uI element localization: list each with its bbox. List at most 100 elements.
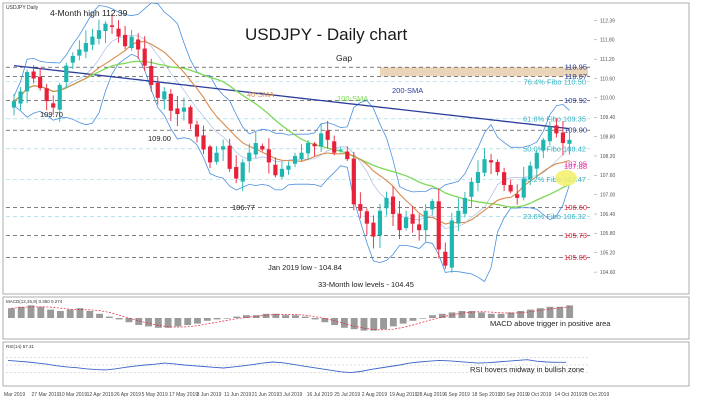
macd-bar-8 — [86, 311, 94, 318]
macd-bar-20 — [203, 318, 211, 321]
candle-body-57 — [384, 197, 389, 209]
candle-body-39 — [266, 149, 271, 163]
macd-bar-13 — [135, 318, 143, 325]
macd-bar-10 — [105, 316, 113, 318]
macd-bar-44 — [438, 313, 446, 318]
candle-body-17 — [123, 34, 128, 47]
candle-body-59 — [397, 213, 402, 231]
candle-body-2 — [24, 72, 30, 92]
candle-body-54 — [364, 211, 369, 224]
price-tick-label-9: 107.00 — [600, 192, 616, 198]
candle-body-28 — [194, 124, 200, 137]
time-tick-label-17: 18 Sep 2019 — [472, 392, 501, 398]
macd-bar-31 — [311, 318, 319, 320]
candle-body-45 — [305, 143, 311, 154]
candle-body-46 — [312, 143, 317, 147]
candle-body-76 — [508, 184, 513, 192]
macd-bar-54 — [536, 308, 544, 318]
macd-bar-40 — [399, 318, 407, 324]
candle-body-0 — [11, 101, 17, 108]
macd-bar-37 — [370, 318, 378, 331]
macd-bar-11 — [115, 318, 123, 320]
macd-bar-7 — [76, 308, 84, 318]
macd-bar-28 — [282, 315, 290, 318]
candles — [11, 13, 572, 273]
macd-bar-4 — [47, 309, 55, 318]
macd-bar-19 — [194, 318, 201, 324]
candle-body-52 — [351, 158, 356, 205]
candle-body-85 — [567, 139, 572, 144]
macd-bar-1 — [17, 306, 25, 318]
time-tick-label-13: 2 Aug 2019 — [362, 392, 388, 398]
macd-bar-2 — [27, 305, 35, 318]
macd-bar-30 — [301, 316, 309, 318]
annotation-106-77: 106.77 — [232, 203, 255, 212]
macd-bar-42 — [419, 318, 427, 319]
candle-body-14 — [103, 23, 108, 32]
macd-bar-50 — [497, 313, 505, 318]
level-label-3: 109.92 — [564, 96, 587, 105]
macd-bar-15 — [154, 318, 162, 328]
macd-bar-27 — [272, 313, 280, 318]
macd-bar-38 — [380, 318, 387, 330]
price-tick-label-0: 112.39 — [600, 19, 615, 25]
macd-bar-53 — [527, 309, 534, 318]
macd-bar-32 — [321, 318, 329, 323]
price-tick-label-10: 106.40 — [600, 212, 616, 218]
time-tick-label-18: 30 Sep 2019 — [499, 392, 528, 398]
price-tick-label-6: 108.80 — [600, 134, 616, 140]
candle-body-64 — [430, 201, 435, 210]
time-tick-label-2: 10 Mar 2019 — [59, 392, 87, 398]
macd-bar-36 — [360, 318, 368, 331]
macd-bar-56 — [556, 306, 564, 318]
macd-header-label: MACD(12,26,9) 0.350 0.274 — [6, 299, 63, 304]
time-tick-label-5: 5 May 2019 — [142, 392, 168, 398]
candle-body-58 — [390, 196, 396, 215]
level-label-5: 109.00 — [564, 126, 587, 135]
price-panel-frame — [2, 2, 690, 295]
candle-body-13 — [96, 30, 102, 39]
candle-body-77 — [515, 194, 520, 198]
candle-body-25 — [175, 108, 180, 115]
candle-body-67 — [449, 220, 454, 268]
candle-body-51 — [345, 151, 350, 160]
candle-body-34 — [234, 166, 239, 179]
candle-body-78 — [521, 178, 526, 198]
candle-body-65 — [436, 201, 441, 250]
macd-bar-51 — [507, 312, 515, 318]
macd-bar-18 — [184, 318, 192, 325]
bollinger-lower — [13, 53, 570, 283]
time-tick-label-19: 9 Oct 2019 — [527, 392, 552, 398]
candle-body-4 — [38, 76, 43, 89]
time-tick-label-1: 27 Mar 2019 — [32, 392, 60, 398]
price-axis-ticks: 112.39 111.80 111.20 110.60 110.00 109.40 108.… — [594, 19, 616, 276]
macd-bar-25 — [252, 315, 260, 318]
gap-band — [380, 67, 588, 77]
candle-body-31 — [214, 152, 219, 162]
candle-body-72 — [482, 159, 487, 173]
macd-bar-23 — [233, 316, 241, 318]
macd-bar-43 — [429, 315, 436, 318]
price-tick-label-1: 111.80 — [600, 38, 615, 44]
candle-body-3 — [31, 71, 36, 79]
annotation-sma200: 200-SMA — [392, 86, 423, 95]
candle-body-43 — [292, 155, 298, 164]
macd-bar-26 — [262, 313, 270, 318]
macd-bar-52 — [517, 311, 525, 318]
macd-bar-35 — [350, 318, 358, 330]
macd-bar-9 — [96, 313, 103, 318]
level-label-12: 105.73 — [564, 231, 587, 240]
rsi-annotation: RSI hovers midway in bullish zone — [470, 365, 584, 374]
level-label-6: 50.0% Fibo 108.42 — [523, 144, 586, 153]
time-tick-label-11: 16 Jul 2019 — [307, 392, 333, 398]
time-tick-label-15: 28 Aug 2019 — [417, 392, 445, 398]
macd-bar-21 — [213, 318, 221, 320]
candle-body-79 — [528, 165, 533, 180]
time-tick-label-4: 26 Apr 2019 — [114, 392, 141, 398]
candle-body-37 — [253, 143, 258, 155]
rsi-header-label: RSI(14) 57.31 — [6, 344, 35, 349]
candle-body-80 — [534, 152, 539, 169]
macd-bar-24 — [243, 315, 250, 318]
macd-bar-0 — [8, 308, 15, 318]
